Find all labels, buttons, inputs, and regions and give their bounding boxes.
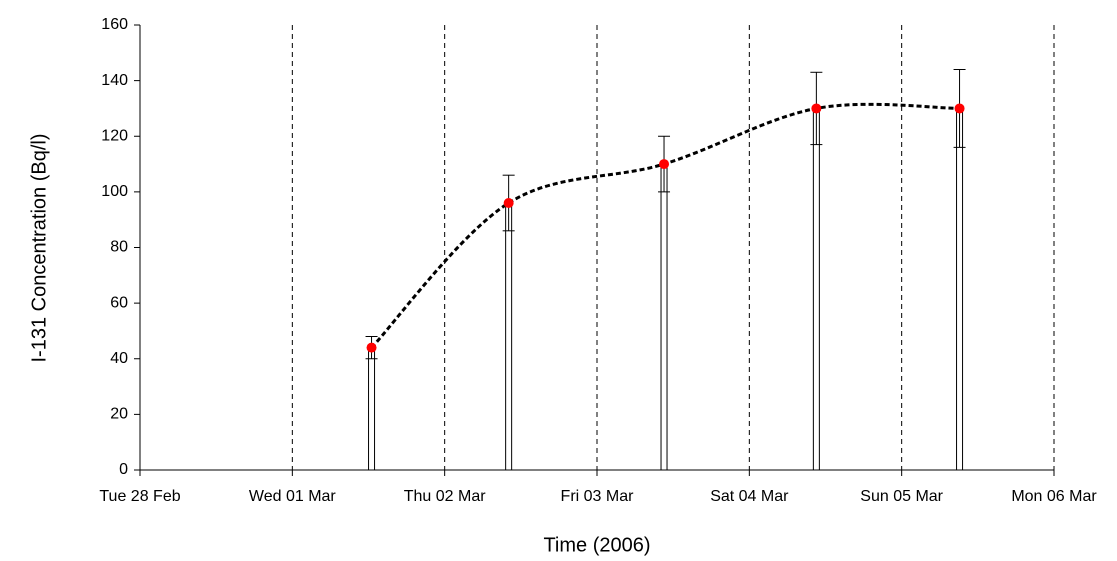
y-tick-label: 100: [101, 183, 128, 200]
x-tick-label: Tue 28 Feb: [99, 488, 180, 505]
y-tick-label: 60: [110, 294, 128, 311]
data-point: [659, 159, 670, 170]
bar: [812, 107, 820, 471]
x-tick-label: Thu 02 Mar: [404, 488, 486, 505]
y-tick-label: 160: [101, 16, 128, 33]
bar: [660, 163, 668, 471]
y-tick-label: 40: [110, 350, 128, 367]
x-tick-label: Fri 03 Mar: [561, 488, 635, 505]
x-tick-label: Mon 06 Mar: [1011, 488, 1097, 505]
data-point: [366, 342, 377, 353]
bar: [956, 107, 964, 471]
x-tick-label: Sun 05 Mar: [860, 488, 943, 505]
bar: [368, 347, 376, 471]
data-point: [954, 103, 965, 114]
x-tick-label: Wed 01 Mar: [249, 488, 337, 505]
data-point: [811, 103, 822, 114]
data-point: [503, 198, 514, 208]
x-axis-title: Time (2006): [543, 534, 650, 556]
y-tick-label: 20: [110, 406, 128, 423]
y-tick-label: 140: [101, 72, 128, 89]
x-tick-label: Sat 04 Mar: [710, 488, 789, 505]
y-tick-label: 0: [119, 461, 128, 478]
y-tick-label: 120: [101, 127, 128, 144]
bar: [505, 202, 513, 471]
y-axis-title: I-131 Concentration (Bq/l): [28, 133, 50, 362]
y-tick-label: 80: [110, 239, 128, 256]
